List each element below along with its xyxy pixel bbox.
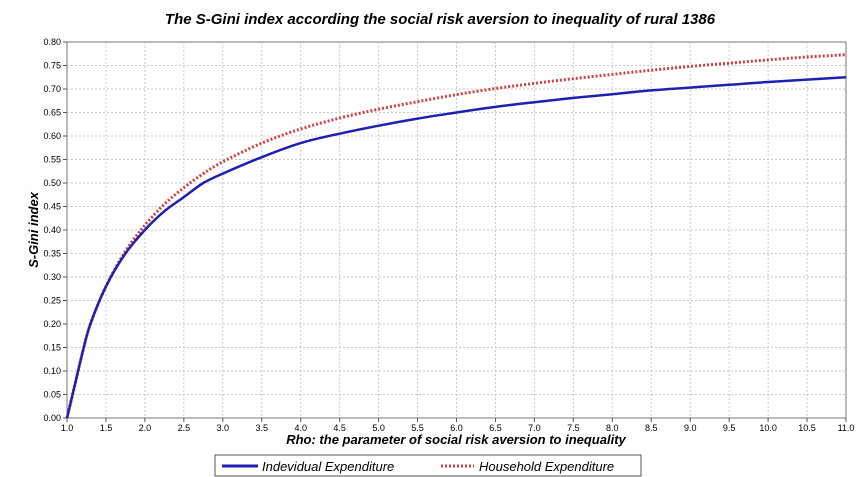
x-tick-label: 1.0 (61, 423, 74, 433)
y-tick-label: 0.60 (43, 131, 61, 141)
y-tick-label: 0.65 (43, 108, 61, 118)
y-tick-label: 0.35 (43, 249, 61, 259)
x-tick-label: 8.0 (606, 423, 619, 433)
gridlines (63, 41, 847, 422)
y-tick-label: 0.30 (43, 272, 61, 282)
x-tick-label: 5.0 (372, 423, 385, 433)
y-tick-label: 0.75 (43, 61, 61, 71)
x-tick-label: 7.0 (528, 423, 541, 433)
y-tick-label: 0.70 (43, 84, 61, 94)
legend: Indevidual Expenditure Household Expendi… (214, 454, 642, 477)
x-tick-label: 4.5 (333, 423, 346, 433)
x-tick-label: 2.5 (178, 423, 191, 433)
y-tick-labels: 0.00 0.05 0.10 0.15 0.20 0.25 0.30 0.35 0.40 0.45… (43, 37, 61, 423)
legend-label-household: Household Expenditure (479, 459, 614, 474)
x-tick-label: 6.5 (489, 423, 502, 433)
x-tick-label: 8.5 (645, 423, 658, 433)
series-line-indevidual-expenditure (65, 76, 847, 419)
x-tick-label: 10.5 (798, 423, 816, 433)
x-tick-label: 9.5 (723, 423, 736, 433)
y-axis-label: S-Gini index (26, 191, 41, 268)
y-tick-label: 0.40 (43, 225, 61, 235)
chart-title: The S-Gini index according the social ri… (165, 11, 716, 28)
x-tick-label: 2.0 (139, 423, 152, 433)
y-tick-label: 0.00 (43, 413, 61, 423)
y-tick-label: 0.80 (43, 37, 61, 47)
x-tick-label: 7.5 (567, 423, 580, 433)
x-tick-label: 11.0 (838, 423, 855, 433)
legend-label-individual: Indevidual Expenditure (262, 459, 394, 474)
y-tick-label: 0.45 (43, 202, 61, 212)
y-tick-label: 0.20 (43, 319, 61, 329)
x-tick-label: 10.0 (759, 423, 777, 433)
x-tick-labels: 1.0 1.5 2.0 2.5 3.0 3.5 4.0 4.5 5.0 5.5 6.0 6.5 7.0 7… (61, 423, 855, 433)
x-tick-label: 5.5 (411, 423, 424, 433)
x-tick-label: 6.0 (450, 423, 463, 433)
series-lines (65, 53, 847, 419)
x-axis-label: Rho: the parameter of social risk aversi… (286, 432, 626, 447)
y-tick-label: 0.25 (43, 296, 61, 306)
y-tick-label: 0.50 (43, 178, 61, 188)
y-tick-label: 0.55 (43, 155, 61, 165)
y-tick-label: 0.15 (43, 343, 61, 353)
x-tick-label: 9.0 (684, 423, 697, 433)
x-tick-label: 1.5 (100, 423, 113, 433)
x-tick-label: 4.0 (294, 423, 307, 433)
x-tick-label: 3.5 (255, 423, 268, 433)
y-tick-label: 0.05 (43, 390, 61, 400)
legend-box (214, 454, 642, 477)
x-tick-label: 3.0 (217, 423, 230, 433)
y-tick-label: 0.10 (43, 366, 61, 376)
